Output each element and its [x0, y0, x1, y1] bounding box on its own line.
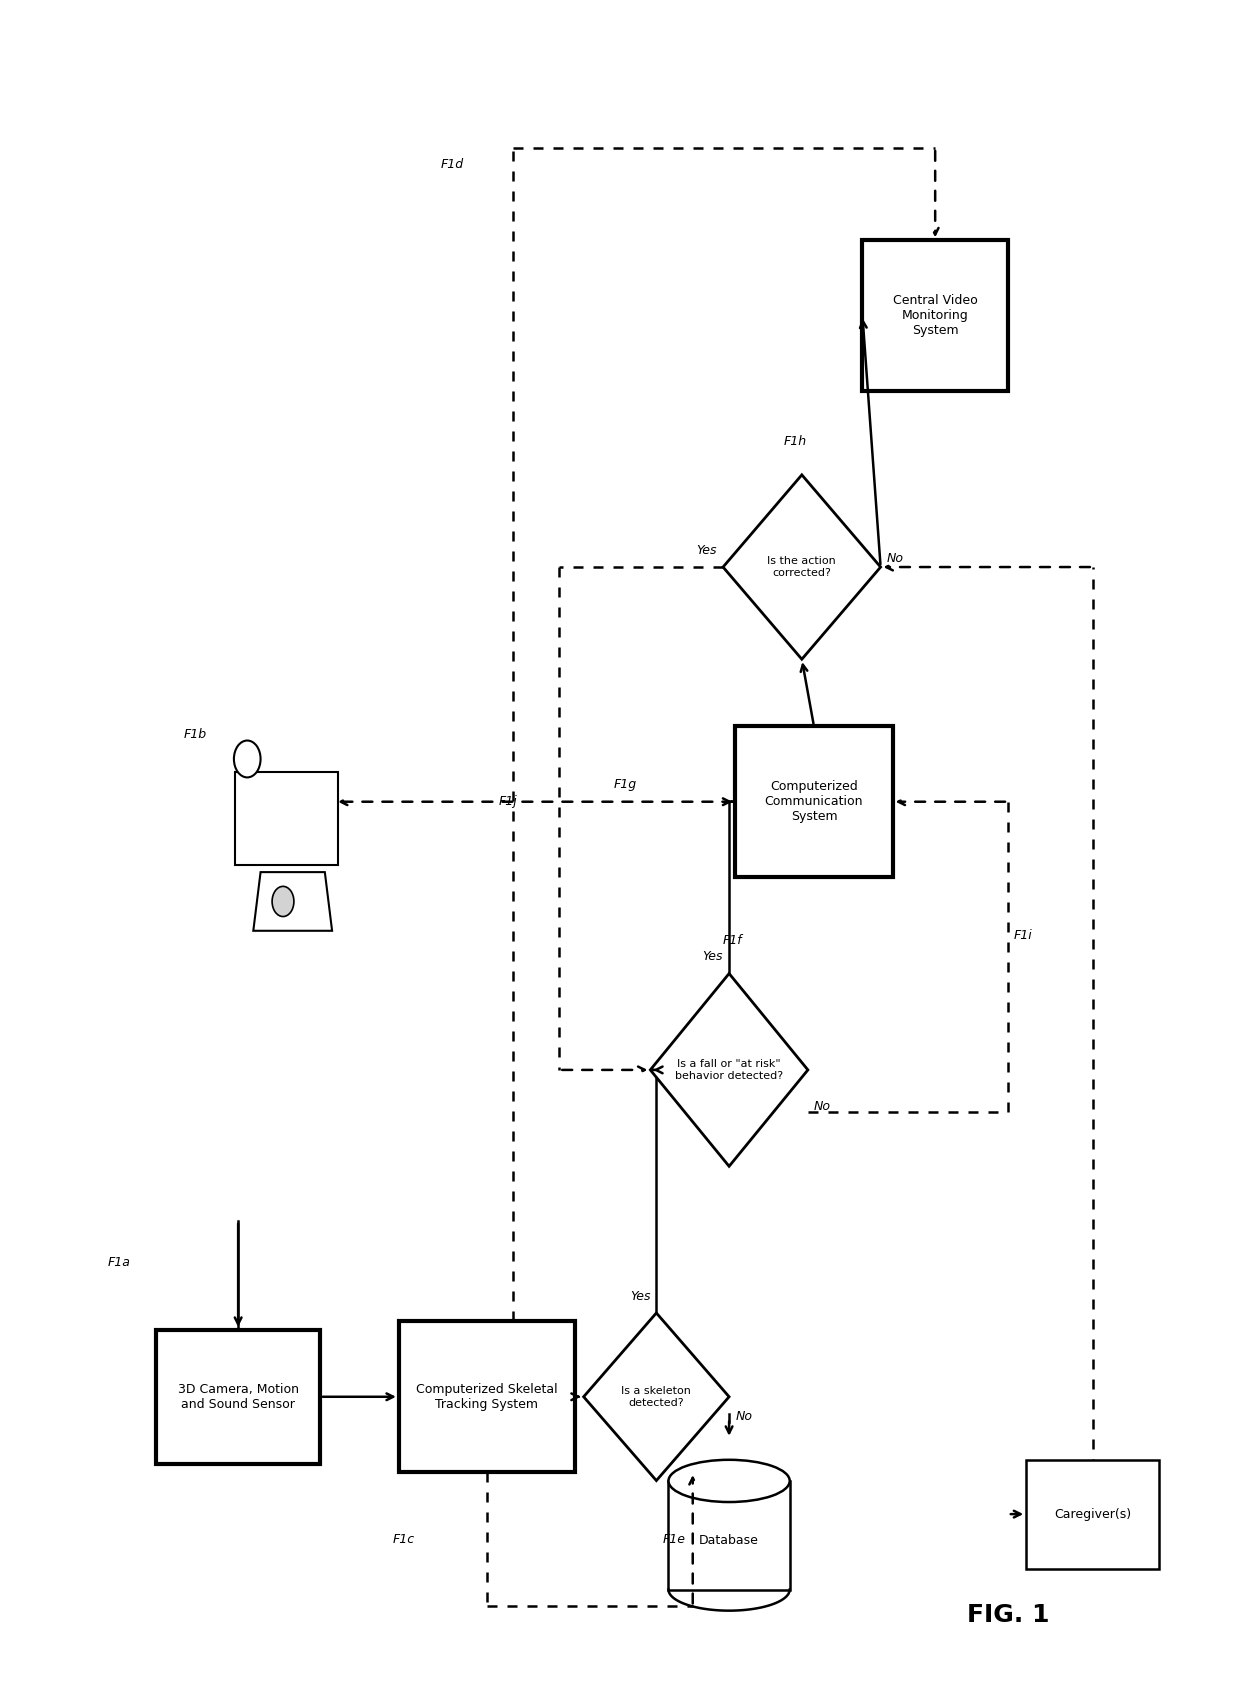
- Text: Computerized Skeletal
Tracking System: Computerized Skeletal Tracking System: [415, 1382, 558, 1411]
- Text: Computerized
Communication
System: Computerized Communication System: [765, 780, 863, 823]
- Text: Central Video
Monitoring
System: Central Video Monitoring System: [893, 295, 977, 337]
- Text: F1j: F1j: [498, 796, 517, 808]
- Text: F1a: F1a: [108, 1256, 130, 1269]
- Polygon shape: [650, 973, 808, 1166]
- Ellipse shape: [234, 741, 260, 777]
- Bar: [863, 240, 1008, 390]
- Polygon shape: [584, 1314, 729, 1481]
- Polygon shape: [253, 872, 332, 930]
- Text: No: No: [813, 1101, 831, 1113]
- Text: FIG. 1: FIG. 1: [967, 1603, 1049, 1627]
- Text: 3D Camera, Motion
and Sound Sensor: 3D Camera, Motion and Sound Sensor: [177, 1382, 299, 1411]
- Text: F1h: F1h: [784, 435, 807, 448]
- Text: Caregiver(s): Caregiver(s): [1054, 1508, 1131, 1520]
- Bar: [156, 1329, 320, 1464]
- Bar: [735, 726, 893, 878]
- Text: Is the action
corrected?: Is the action corrected?: [768, 556, 836, 578]
- Polygon shape: [723, 475, 880, 659]
- Text: Is a skeleton
detected?: Is a skeleton detected?: [621, 1385, 692, 1408]
- Text: F1c: F1c: [393, 1534, 415, 1546]
- Text: F1b: F1b: [184, 728, 207, 741]
- Ellipse shape: [668, 1460, 790, 1501]
- Bar: [399, 1321, 574, 1472]
- Text: F1g: F1g: [614, 779, 637, 791]
- Text: Is a fall or "at risk"
behavior detected?: Is a fall or "at risk" behavior detected…: [675, 1060, 784, 1080]
- Text: F1d: F1d: [440, 158, 464, 170]
- Text: No: No: [887, 552, 904, 566]
- Text: F1i: F1i: [1014, 929, 1033, 942]
- Bar: [1025, 1460, 1159, 1569]
- Ellipse shape: [272, 886, 294, 917]
- Text: Yes: Yes: [697, 544, 717, 557]
- Bar: [668, 1481, 790, 1590]
- Text: No: No: [735, 1411, 753, 1423]
- Text: F1e: F1e: [662, 1534, 686, 1546]
- Text: Database: Database: [699, 1534, 759, 1547]
- Bar: [236, 772, 339, 864]
- Text: F1f: F1f: [723, 934, 743, 946]
- Text: Yes: Yes: [703, 951, 723, 963]
- Text: Yes: Yes: [630, 1290, 650, 1302]
